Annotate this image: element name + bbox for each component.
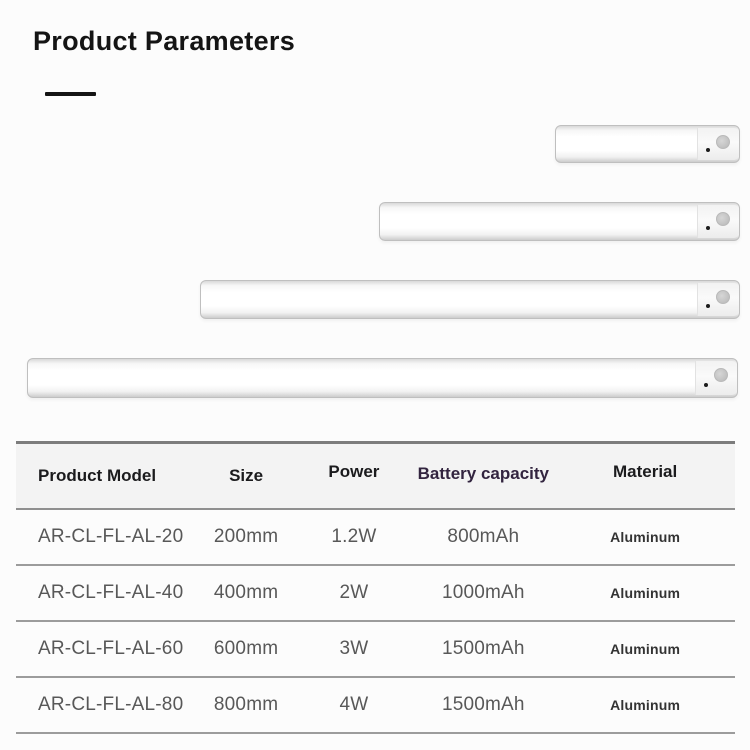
cell-size: 600mm <box>213 637 279 659</box>
motion-sensor-icon <box>716 290 730 304</box>
cell-material: Aluminum <box>610 640 681 657</box>
sensor-endcap <box>697 283 739 316</box>
sensor-endcap <box>697 128 739 160</box>
cell-product-model: AR-CL-FL-AL-80 <box>38 693 184 715</box>
cell-material: Aluminum <box>610 528 681 545</box>
header-power: Power <box>328 461 380 481</box>
header-battery-capacity: Battery capacity <box>417 463 549 483</box>
cell-product-model: AR-CL-FL-AL-40 <box>38 581 184 603</box>
sensor-endcap <box>697 205 739 238</box>
page-title: Product Parameters <box>33 26 296 56</box>
table-header-row: Product Model Size Power Battery capacit… <box>16 442 735 509</box>
led-light-bar-200mm <box>555 125 740 163</box>
cell-size: 800mm <box>213 693 279 715</box>
cell-size: 400mm <box>213 581 279 603</box>
cell-size: 200mm <box>213 525 279 547</box>
product-spec-table: Product Model Size Power Battery capacit… <box>16 441 735 734</box>
cell-material: Aluminum <box>610 584 681 601</box>
led-indicator-dot-icon <box>706 226 710 230</box>
cell-product-model: AR-CL-FL-AL-20 <box>38 525 184 547</box>
table-row: AR-CL-FL-AL-20 200mm 1.2W 800mAh Aluminu… <box>16 509 735 565</box>
led-indicator-dot-icon <box>706 304 710 308</box>
title-underline <box>45 92 96 96</box>
cell-power: 2W <box>339 581 369 603</box>
table-row: AR-CL-FL-AL-60 600mm 3W 1500mAh Aluminum <box>16 621 735 677</box>
cell-power: 3W <box>339 637 369 659</box>
led-indicator-dot-icon <box>704 383 708 387</box>
led-indicator-dot-icon <box>706 148 710 152</box>
cell-product-model: AR-CL-FL-AL-60 <box>38 637 184 659</box>
cell-battery-capacity: 1000mAh <box>441 581 525 603</box>
sensor-endcap <box>695 361 737 395</box>
led-light-bar-800mm <box>27 358 738 398</box>
cell-power: 4W <box>339 693 369 715</box>
motion-sensor-icon <box>716 135 730 149</box>
cell-material: Aluminum <box>610 696 681 713</box>
table-row: AR-CL-FL-AL-80 800mm 4W 1500mAh Aluminum <box>16 677 735 733</box>
cell-battery-capacity: 800mAh <box>447 525 520 547</box>
header-product-model: Product Model <box>38 465 157 485</box>
motion-sensor-icon <box>714 368 728 382</box>
led-light-bar-600mm <box>200 280 740 319</box>
table-row: AR-CL-FL-AL-40 400mm 2W 1000mAh Aluminum <box>16 565 735 621</box>
cell-battery-capacity: 1500mAh <box>441 693 525 715</box>
motion-sensor-icon <box>716 212 730 226</box>
cell-power: 1.2W <box>331 525 377 547</box>
header-material: Material <box>612 461 678 481</box>
cell-battery-capacity: 1500mAh <box>441 637 525 659</box>
led-light-bar-400mm <box>379 202 740 241</box>
header-size: Size <box>229 465 264 485</box>
